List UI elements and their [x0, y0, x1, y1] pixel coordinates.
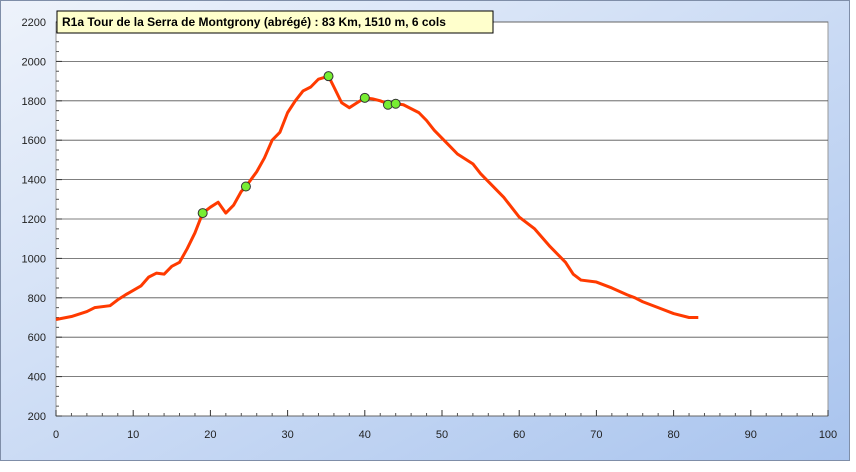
col-marker — [197, 208, 208, 219]
y-tick-label: 1400 — [22, 175, 46, 187]
x-tick-label: 60 — [513, 429, 525, 441]
y-tick-label: 200 — [28, 411, 46, 423]
y-tick-label: 1600 — [22, 135, 46, 147]
x-tick-label: 0 — [53, 429, 59, 441]
y-tick-label: 2000 — [22, 56, 46, 68]
col-marker — [323, 71, 334, 82]
x-tick-label: 20 — [204, 429, 216, 441]
x-tick-label: 80 — [667, 429, 679, 441]
x-tick-label: 40 — [359, 429, 371, 441]
chart-title: R1a Tour de la Serra de Montgrony (abrég… — [62, 15, 446, 29]
grid: 2004006008001000120014001600180020002200… — [22, 17, 838, 441]
x-tick-label: 10 — [127, 429, 139, 441]
x-tick-label: 90 — [745, 429, 757, 441]
y-tick-label: 400 — [28, 372, 46, 384]
y-tick-label: 1200 — [22, 214, 46, 226]
col-marker — [390, 98, 401, 109]
x-tick-label: 100 — [819, 429, 837, 441]
y-tick-label: 2200 — [22, 17, 46, 29]
x-tick-label: 30 — [281, 429, 293, 441]
col-marker — [359, 92, 370, 103]
col-marker — [240, 181, 251, 192]
y-tick-label: 800 — [28, 293, 46, 305]
marks — [55, 71, 699, 321]
y-tick-label: 1800 — [22, 96, 46, 108]
x-tick-label: 70 — [590, 429, 602, 441]
y-tick-label: 600 — [28, 332, 46, 344]
title-box — [56, 10, 494, 34]
profile-line — [55, 74, 699, 321]
x-tick-label: 50 — [436, 429, 448, 441]
y-tick-label: 1000 — [22, 253, 46, 265]
